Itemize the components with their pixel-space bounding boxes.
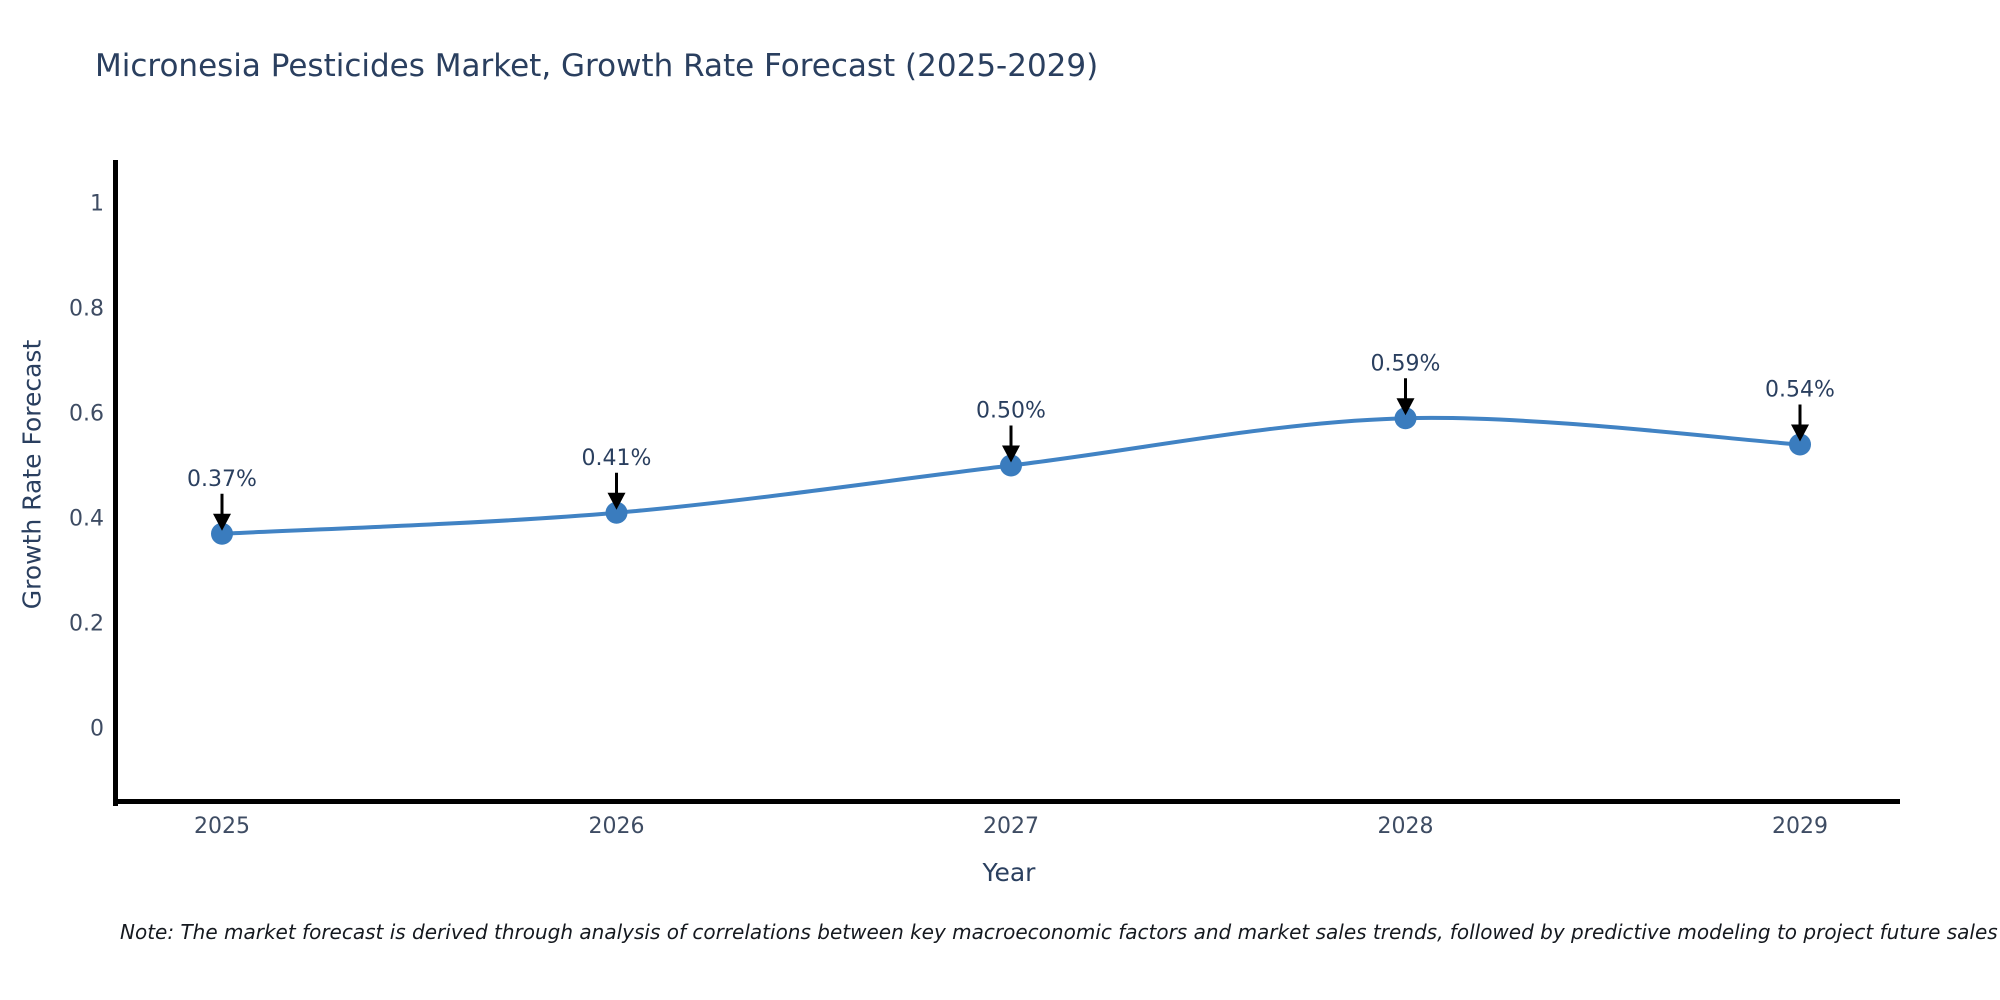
annotation-arrow-shaft (220, 493, 224, 516)
y-tick-label: 0.4 (69, 507, 104, 532)
footnote: Note: The market forecast is derived thr… (120, 920, 1998, 944)
data-point-marker (1394, 407, 1417, 430)
y-tick-label: 0.2 (69, 612, 104, 637)
annotation-arrow-head (1396, 398, 1415, 416)
annotation-arrow-head (213, 513, 231, 531)
x-tick-label: 2026 (589, 814, 645, 839)
chart-title: Micronesia Pesticides Market, Growth Rat… (95, 48, 1099, 84)
x-tick-label: 2028 (1378, 814, 1434, 839)
annotation-arrow-shaft (1009, 425, 1013, 448)
data-point-marker (1789, 433, 1811, 456)
x-tick-label: 2029 (1772, 814, 1828, 839)
data-point-label: 0.50% (976, 399, 1046, 424)
y-tick-label: 0 (90, 717, 104, 742)
data-point-label: 0.37% (187, 467, 257, 492)
data-point-label: 0.59% (1371, 351, 1441, 376)
y-axis-line (113, 160, 118, 806)
x-axis-line (113, 799, 1900, 804)
data-point-label: 0.54% (1765, 378, 1835, 403)
x-tick-label: 2027 (983, 814, 1039, 839)
data-point-marker (605, 501, 628, 524)
y-tick-label: 0.6 (69, 402, 104, 427)
annotation-arrow-head (1791, 424, 1809, 442)
annotation-arrow-shaft (1404, 378, 1407, 401)
data-point-marker (1000, 454, 1022, 477)
annotation-arrow-head (1002, 445, 1020, 463)
y-tick-label: 1 (90, 192, 104, 217)
annotation-arrow-head (607, 492, 626, 510)
x-axis-title: Year (982, 858, 1036, 887)
y-tick-label: 0.8 (69, 297, 104, 322)
annotation-arrow-shaft (1798, 404, 1802, 427)
x-tick-label: 2025 (194, 814, 250, 839)
y-axis-title: Growth Rate Forecast (17, 339, 47, 610)
annotation-arrow-shaft (615, 472, 618, 495)
data-point-marker (211, 522, 233, 545)
data-point-label: 0.41% (582, 446, 652, 471)
